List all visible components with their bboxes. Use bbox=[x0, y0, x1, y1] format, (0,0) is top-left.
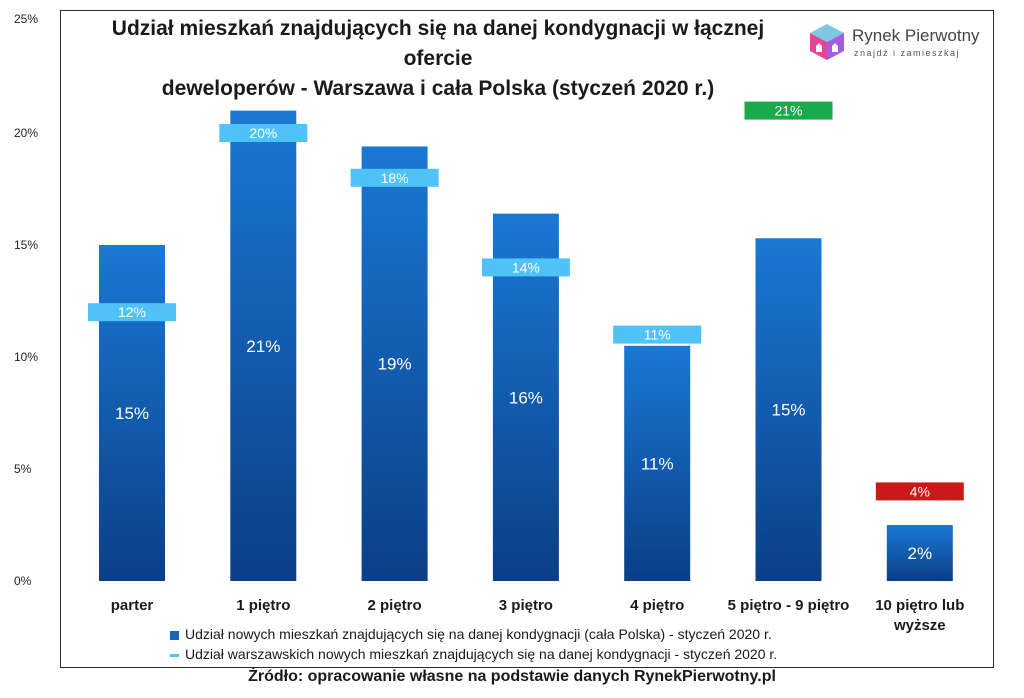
y-tick-label: 0% bbox=[14, 574, 32, 588]
source-note: Źródło: opracowanie własne na podstawie … bbox=[248, 668, 776, 685]
x-category-label: parter bbox=[111, 597, 154, 614]
x-category-label: 5 piętro - 9 piętro bbox=[728, 597, 850, 614]
warsaw-value-label: 21% bbox=[774, 103, 802, 119]
warsaw-marker bbox=[481, 258, 570, 277]
chart-title-line1: Udział mieszkań znajdujących się na dane… bbox=[111, 17, 765, 70]
bar-poland bbox=[99, 245, 165, 581]
bar-poland bbox=[230, 110, 297, 581]
x-category-label: 1 piętro bbox=[236, 597, 290, 614]
legend-label: Udział nowych mieszkań znajdujących się … bbox=[185, 626, 772, 642]
logo-name: Rynek Pierwotny bbox=[852, 26, 980, 45]
warsaw-value-label: 20% bbox=[249, 125, 277, 141]
x-category-label: 10 piętro lub bbox=[875, 597, 964, 614]
bar-value-label: 15% bbox=[115, 404, 149, 423]
x-category-label: 3 piętro bbox=[499, 597, 553, 614]
chart-title: Udział mieszkań znajdujących się na dane… bbox=[78, 14, 798, 104]
y-tick-label: 20% bbox=[14, 126, 39, 140]
y-tick-label: 10% bbox=[14, 350, 39, 364]
warsaw-value-label: 18% bbox=[381, 170, 409, 186]
y-tick-label: 15% bbox=[14, 238, 39, 252]
warsaw-marker bbox=[613, 325, 702, 344]
bar-poland bbox=[886, 525, 953, 581]
logo-cube-icon bbox=[810, 24, 844, 60]
warsaw-value-label: 14% bbox=[512, 259, 540, 275]
warsaw-marker bbox=[744, 101, 833, 120]
logo: Rynek Pierwotny znajdź i zamieszkaj bbox=[808, 22, 988, 66]
bar-poland bbox=[755, 238, 822, 581]
warsaw-marker bbox=[350, 168, 439, 187]
bar-poland bbox=[361, 146, 428, 581]
bar-value-label: 16% bbox=[509, 388, 543, 407]
bar-poland bbox=[624, 345, 691, 581]
bar-value-label: 15% bbox=[771, 401, 805, 420]
legend: Udział nowych mieszkań znajdujących się … bbox=[170, 624, 777, 664]
legend-item-poland: Udział nowych mieszkań znajdujących się … bbox=[170, 624, 777, 644]
y-tick-label: 5% bbox=[14, 462, 32, 476]
bar-value-label: 21% bbox=[246, 337, 280, 356]
y-tick-label: 25% bbox=[14, 12, 39, 26]
logo-tagline: znajdź i zamieszkaj bbox=[854, 48, 961, 58]
warsaw-value-label: 12% bbox=[118, 304, 146, 320]
x-category-label: wyższe bbox=[893, 617, 946, 634]
legend-label: Udział warszawskich nowych mieszkań znaj… bbox=[185, 646, 778, 662]
legend-line-icon bbox=[170, 653, 179, 657]
warsaw-value-label: 4% bbox=[910, 483, 930, 499]
legend-item-warsaw: Udział warszawskich nowych mieszkań znaj… bbox=[170, 644, 777, 664]
legend-square-icon bbox=[170, 630, 179, 640]
bar-value-label: 11% bbox=[641, 454, 674, 473]
bar-value-label: 19% bbox=[378, 355, 412, 374]
warsaw-marker bbox=[875, 482, 964, 501]
chart-title-line2: deweloperów - Warszawa i cała Polska (st… bbox=[161, 77, 715, 100]
warsaw-marker bbox=[219, 124, 308, 142]
bar-value-label: 2% bbox=[908, 544, 933, 563]
x-category-label: 4 piętro bbox=[630, 597, 684, 614]
warsaw-value-label: 11% bbox=[644, 327, 671, 343]
warsaw-marker bbox=[88, 303, 176, 322]
x-category-label: 2 piętro bbox=[368, 597, 422, 614]
